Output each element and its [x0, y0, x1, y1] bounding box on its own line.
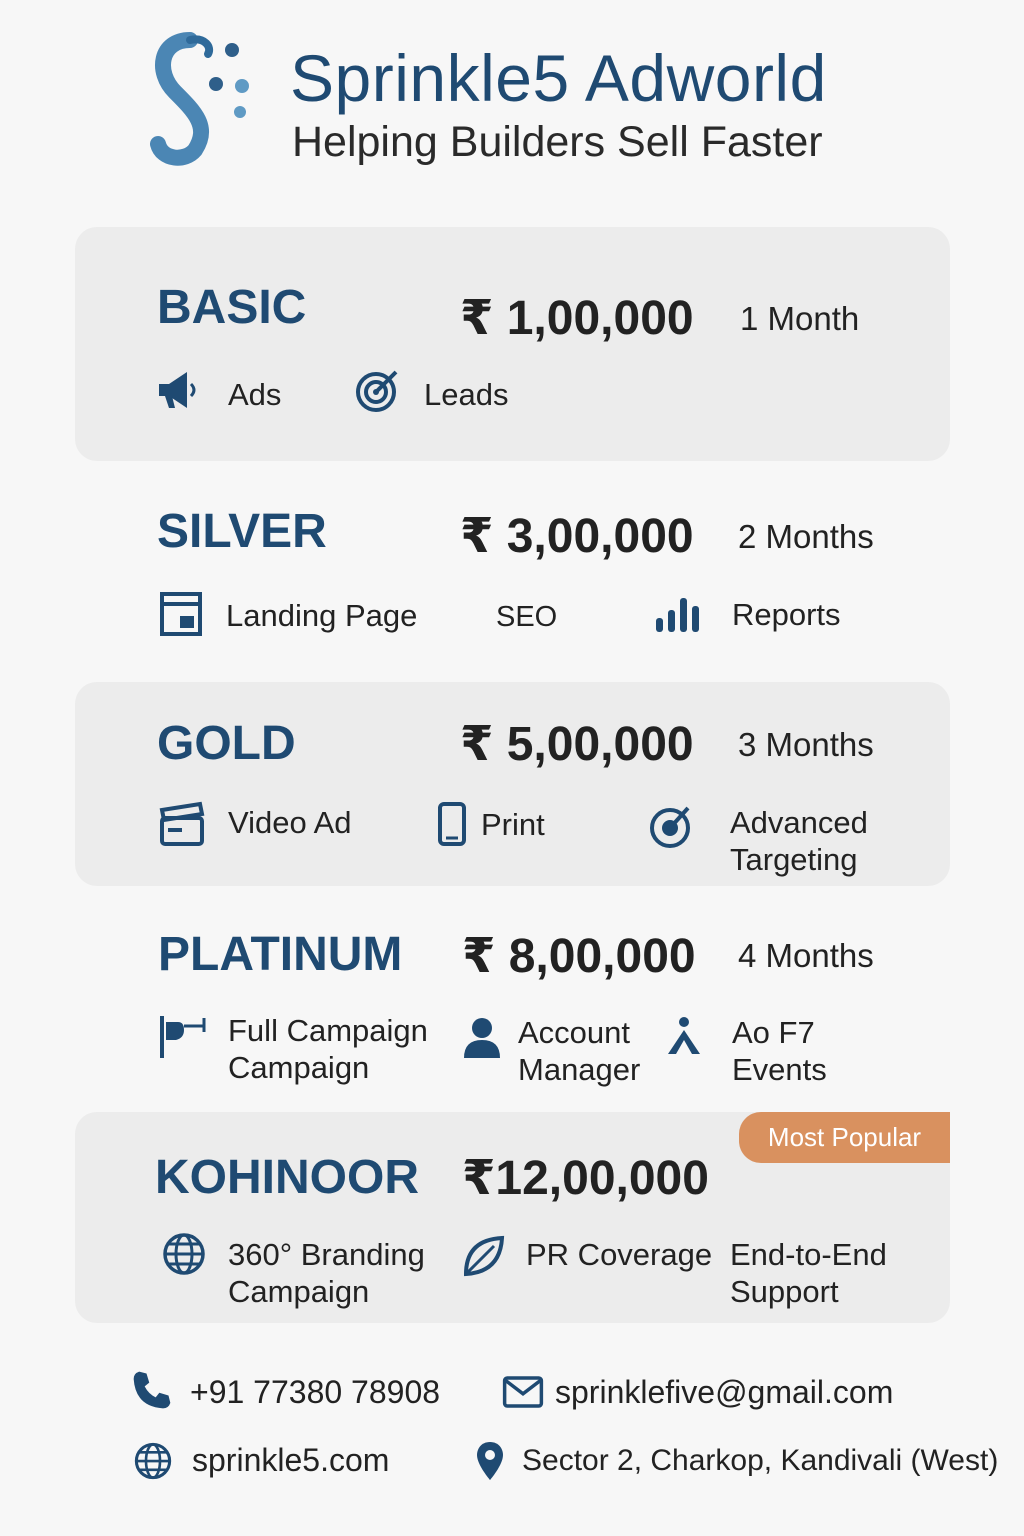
- feature-label: Reports: [732, 597, 841, 632]
- tier-price-platinum: ₹ 8,00,000: [462, 930, 696, 983]
- feature-label: Ads: [228, 377, 282, 412]
- globe-icon: [134, 1442, 172, 1480]
- tablet-icon: [438, 802, 466, 846]
- location-pin-icon: [477, 1442, 503, 1480]
- contact-website[interactable]: sprinkle5.com: [192, 1442, 390, 1478]
- globe-icon: [163, 1233, 205, 1275]
- tier-name-kohinoor: KOHINOOR: [155, 1151, 419, 1204]
- contact-phone[interactable]: +91 77380 78908: [190, 1374, 441, 1410]
- tier-duration-gold: 3 Months: [738, 726, 874, 763]
- tier-name-gold: GOLD: [157, 717, 296, 770]
- tier-price-kohinoor: ₹12,00,000: [462, 1152, 709, 1205]
- bar-chart-icon: [656, 598, 699, 632]
- tier-name-platinum: PLATINUM: [158, 928, 403, 981]
- leaf-icon: [463, 1235, 505, 1277]
- tier-price-basic: ₹ 1,00,000: [460, 292, 694, 345]
- flag-icon: [160, 1016, 206, 1058]
- feature-label: Advanced Targeting: [730, 805, 868, 877]
- tier-price-gold: ₹ 5,00,000: [460, 718, 694, 771]
- megaphone-icon: [159, 372, 196, 408]
- feature-label: PR Coverage: [526, 1237, 713, 1272]
- feature-label: End-to-End Support: [730, 1237, 887, 1309]
- contact-email[interactable]: sprinklefive@gmail.com: [555, 1374, 894, 1410]
- target-icon: [650, 806, 690, 848]
- tagline: Helping Builders Sell Faster: [292, 118, 823, 166]
- contact-address: Sector 2, Charkop, Kandivali (West): [522, 1444, 999, 1477]
- feature-label: Leads: [424, 377, 509, 412]
- email-icon: [502, 1376, 544, 1408]
- feature-label: Print: [481, 807, 545, 842]
- feature-label: SEO: [496, 601, 558, 633]
- brand-name: Sprinkle5 Adworld: [290, 41, 827, 115]
- tier-duration-platinum: 4 Months: [738, 937, 874, 974]
- feature-label: 360° Branding Campaign: [228, 1237, 425, 1309]
- most-popular-badge: Most Popular: [739, 1112, 950, 1163]
- card-gold: [75, 682, 950, 886]
- person-icon: [464, 1018, 500, 1058]
- tier-price-silver: ₹ 3,00,000: [460, 510, 694, 563]
- phone-icon: [133, 1371, 171, 1409]
- card-basic: [75, 227, 950, 461]
- target-icon: [356, 370, 398, 412]
- tier-name-basic: BASIC: [157, 281, 307, 334]
- tier-duration-basic: 1 Month: [740, 300, 860, 337]
- clapperboard-icon: [159, 801, 205, 846]
- feature-label: Video Ad: [228, 805, 352, 840]
- feature-label: Ao F7 Events: [732, 1015, 827, 1087]
- feature-label: Landing Page: [226, 598, 418, 633]
- tier-duration-silver: 2 Months: [738, 518, 874, 555]
- feature-label: Full Campaign Campaign: [228, 1013, 428, 1085]
- feature-label: Account Manager: [518, 1015, 641, 1087]
- tier-name-silver: SILVER: [157, 505, 327, 558]
- event-icon: [668, 1017, 700, 1054]
- landing-page-icon: [160, 592, 202, 636]
- sprinkle5-logo: [150, 32, 249, 166]
